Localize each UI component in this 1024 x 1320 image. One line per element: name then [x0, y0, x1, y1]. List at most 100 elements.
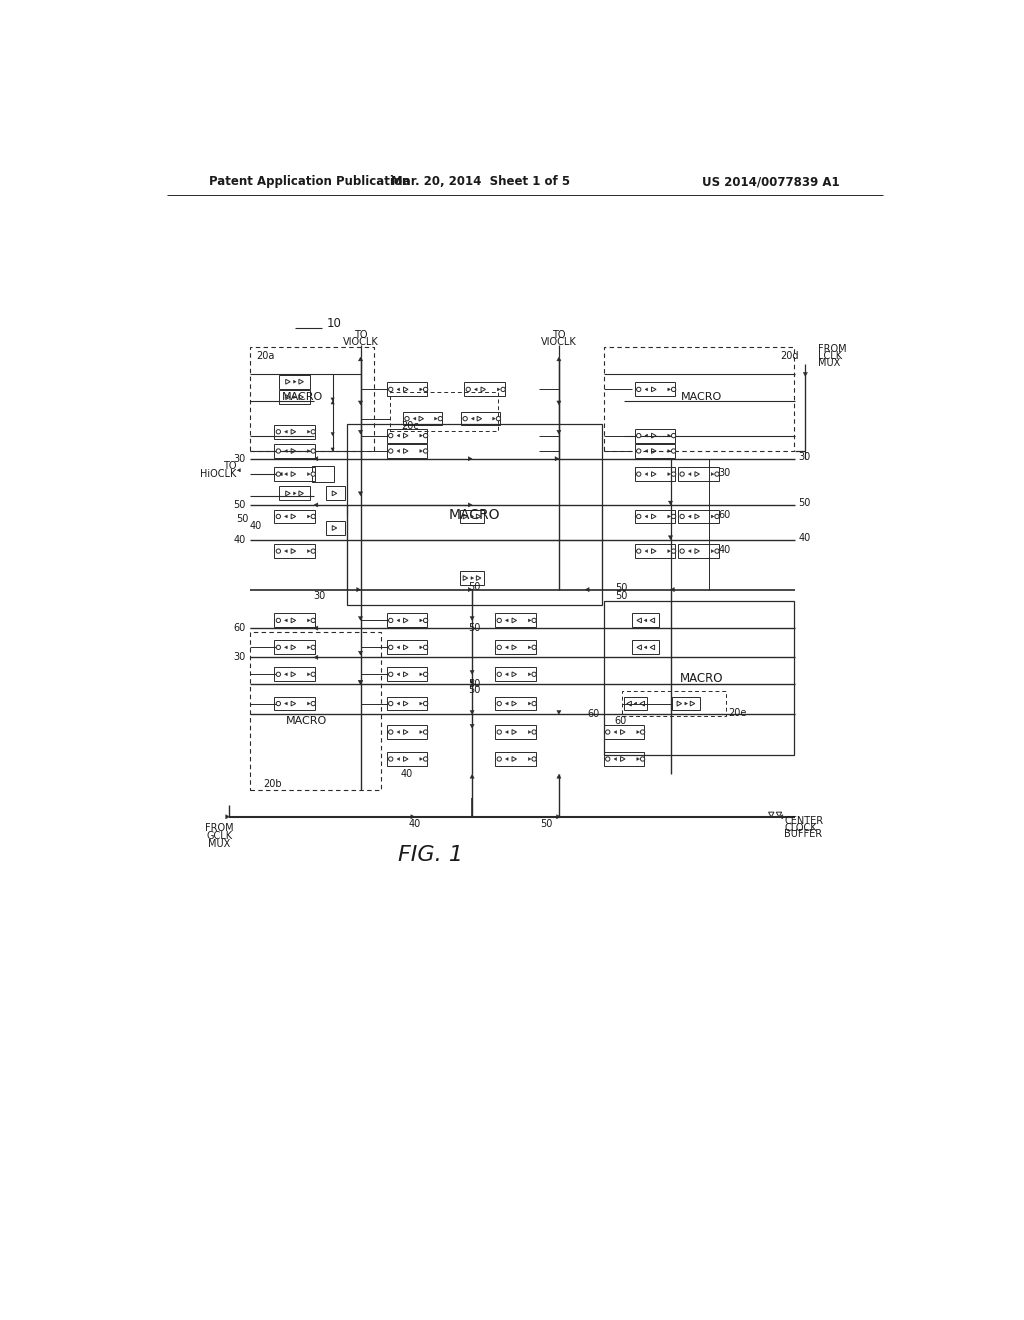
Polygon shape — [688, 515, 691, 517]
Polygon shape — [285, 645, 288, 649]
Polygon shape — [285, 619, 288, 622]
Polygon shape — [506, 702, 508, 705]
Polygon shape — [637, 758, 640, 760]
Bar — [274, 510, 314, 524]
Circle shape — [276, 515, 281, 519]
Polygon shape — [420, 450, 423, 453]
Circle shape — [672, 549, 676, 553]
Text: 30: 30 — [799, 453, 811, 462]
Polygon shape — [557, 430, 561, 434]
Polygon shape — [307, 645, 310, 649]
Circle shape — [605, 730, 610, 734]
Bar — [678, 467, 719, 480]
Circle shape — [311, 645, 315, 649]
Polygon shape — [470, 710, 474, 714]
Bar — [403, 412, 442, 425]
Text: 40: 40 — [400, 770, 413, 779]
Polygon shape — [358, 492, 362, 496]
Polygon shape — [474, 388, 477, 391]
Circle shape — [311, 701, 315, 706]
Polygon shape — [779, 814, 783, 818]
Polygon shape — [645, 473, 647, 475]
Text: FROM: FROM — [205, 824, 233, 833]
Bar — [624, 697, 647, 710]
Bar — [274, 697, 314, 710]
Text: 60: 60 — [614, 715, 627, 726]
Bar — [387, 614, 427, 627]
Circle shape — [276, 618, 281, 623]
Circle shape — [388, 730, 393, 734]
Bar — [496, 697, 536, 710]
Text: 10: 10 — [327, 317, 341, 330]
Circle shape — [531, 730, 537, 734]
Circle shape — [501, 387, 505, 392]
Circle shape — [424, 618, 428, 623]
Polygon shape — [314, 457, 317, 461]
Bar — [346, 424, 602, 605]
Text: 40: 40 — [250, 520, 262, 531]
Polygon shape — [420, 758, 423, 760]
Circle shape — [388, 449, 393, 453]
Circle shape — [680, 515, 684, 519]
Polygon shape — [294, 492, 296, 495]
Polygon shape — [688, 549, 691, 553]
Text: HiOCLK: HiOCLK — [200, 469, 237, 479]
Circle shape — [497, 417, 501, 421]
Circle shape — [424, 672, 428, 676]
Text: 40: 40 — [233, 535, 246, 545]
Polygon shape — [307, 619, 310, 622]
Text: CENTER: CENTER — [784, 816, 823, 825]
Text: CLOCK: CLOCK — [784, 822, 817, 833]
Polygon shape — [397, 388, 399, 391]
Polygon shape — [645, 549, 647, 553]
Text: 50: 50 — [614, 583, 627, 593]
Circle shape — [276, 549, 281, 553]
Bar — [274, 544, 314, 558]
Text: 20e: 20e — [729, 708, 746, 718]
Circle shape — [463, 417, 467, 421]
Polygon shape — [470, 725, 474, 729]
Bar — [274, 467, 314, 480]
Polygon shape — [634, 702, 637, 705]
Text: 50: 50 — [468, 685, 480, 694]
Polygon shape — [420, 434, 423, 437]
Text: MUX: MUX — [818, 358, 840, 368]
Text: TO: TO — [223, 462, 237, 471]
Text: 40: 40 — [719, 545, 731, 554]
Polygon shape — [471, 417, 474, 420]
Circle shape — [388, 387, 393, 392]
Polygon shape — [506, 619, 508, 622]
Polygon shape — [506, 730, 508, 734]
Polygon shape — [557, 775, 561, 779]
Bar — [678, 544, 719, 558]
Circle shape — [715, 515, 719, 519]
Bar — [635, 429, 675, 442]
Bar — [274, 444, 314, 458]
Polygon shape — [420, 673, 423, 676]
Text: Mar. 20, 2014  Sheet 1 of 5: Mar. 20, 2014 Sheet 1 of 5 — [391, 176, 570, 187]
Polygon shape — [506, 673, 508, 676]
Bar — [387, 752, 427, 766]
Polygon shape — [285, 549, 288, 553]
Polygon shape — [528, 758, 531, 760]
Text: BUFFER: BUFFER — [784, 829, 822, 840]
Polygon shape — [528, 673, 531, 676]
Circle shape — [715, 473, 719, 477]
Bar — [461, 572, 483, 585]
Circle shape — [531, 645, 537, 649]
Text: VIOCLK: VIOCLK — [343, 338, 379, 347]
Circle shape — [672, 433, 676, 438]
Bar — [678, 510, 719, 524]
Bar — [604, 725, 644, 739]
Polygon shape — [358, 651, 362, 655]
Bar — [387, 429, 427, 442]
Circle shape — [311, 515, 315, 519]
Polygon shape — [470, 681, 474, 684]
Bar — [250, 632, 381, 789]
Circle shape — [497, 645, 502, 649]
Polygon shape — [614, 730, 616, 734]
Circle shape — [531, 618, 537, 623]
Polygon shape — [614, 758, 616, 760]
Circle shape — [424, 433, 428, 438]
Circle shape — [388, 618, 393, 623]
